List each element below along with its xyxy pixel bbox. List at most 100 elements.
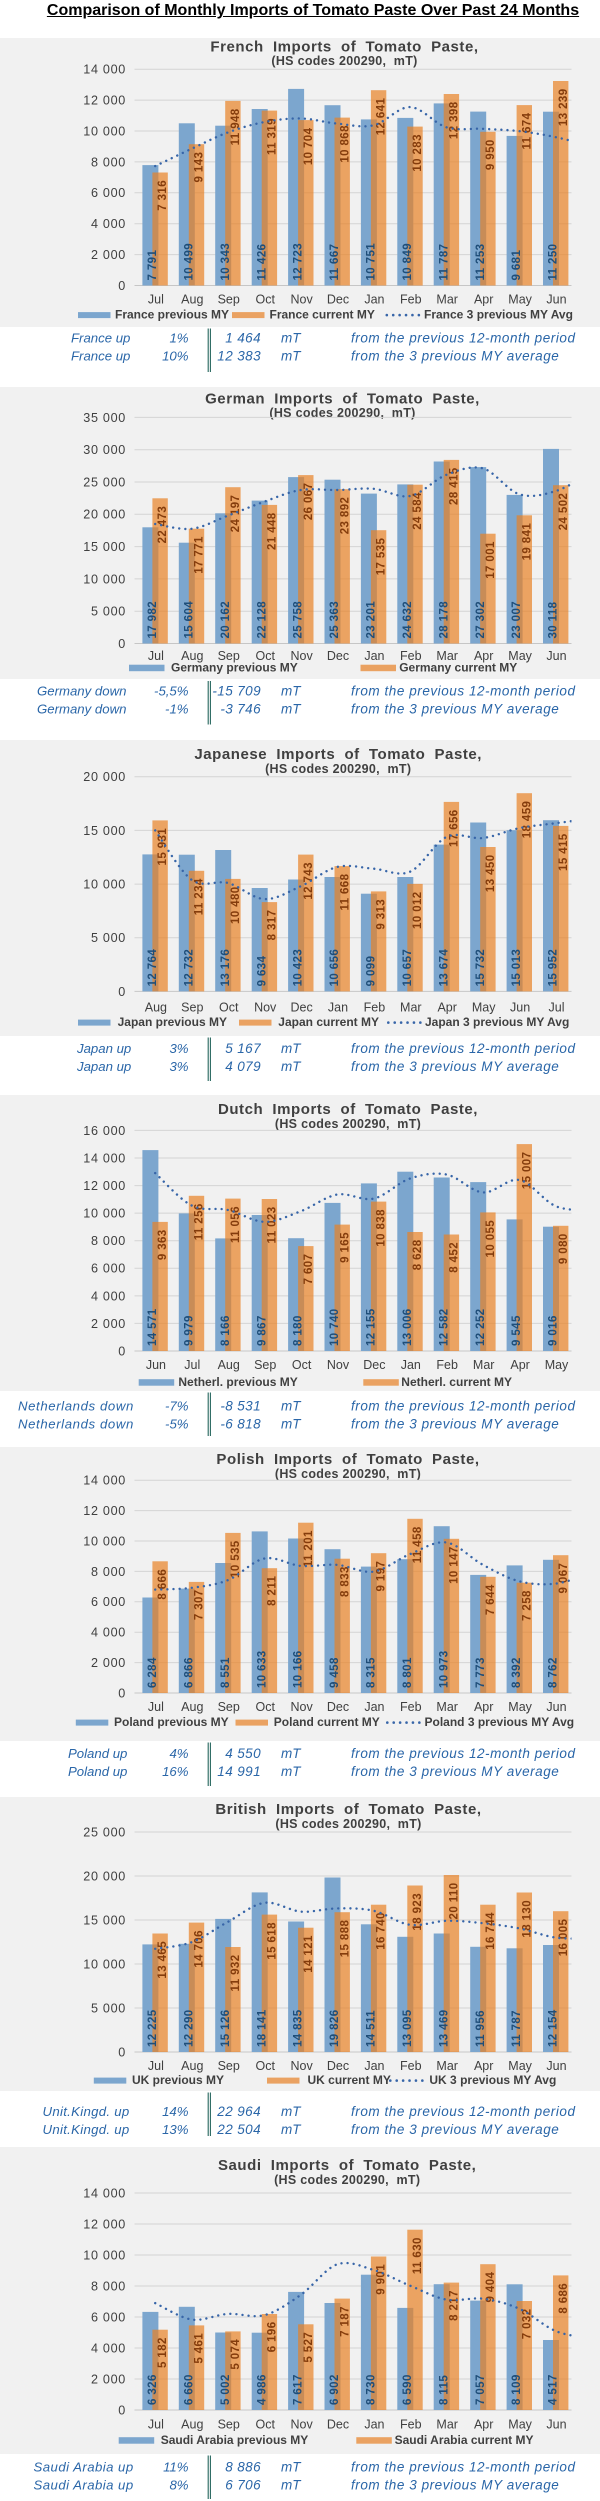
svg-text:2 000: 2 000 (91, 1656, 126, 1670)
svg-text:Poland 3 previous MY Avg: Poland 3 previous MY Avg (425, 1715, 575, 1729)
svg-text:9 067: 9 067 (558, 1563, 570, 1594)
svg-text:12 252: 12 252 (475, 1308, 487, 1346)
svg-text:14 000: 14 000 (83, 1474, 126, 1488)
svg-text:8 730: 8 730 (366, 2374, 378, 2405)
svg-text:12 764: 12 764 (147, 949, 159, 987)
svg-text:11 234: 11 234 (194, 878, 206, 915)
svg-text:Jul: Jul (184, 1358, 200, 1372)
svg-text:25 363: 25 363 (329, 601, 341, 639)
svg-text:16 740: 16 740 (376, 1912, 388, 1950)
svg-text:10 000: 10 000 (83, 2248, 126, 2262)
svg-text:7 791: 7 791 (147, 250, 159, 281)
svg-text:6 000: 6 000 (91, 1262, 126, 1276)
svg-text:17 656: 17 656 (449, 809, 461, 847)
svg-text:12 743: 12 743 (303, 862, 315, 900)
svg-text:9 950: 9 950 (485, 139, 497, 170)
svg-text:10 000: 10 000 (83, 124, 126, 138)
svg-text:7 258: 7 258 (521, 1590, 533, 1621)
svg-text:6 866: 6 866 (183, 1657, 195, 1688)
svg-text:0: 0 (118, 279, 126, 293)
svg-text:Mar: Mar (436, 293, 458, 307)
svg-text:12 398: 12 398 (449, 101, 461, 139)
svg-text:from the previous 12-month per: from the previous 12-month period (351, 331, 576, 346)
svg-text:9 979: 9 979 (183, 1315, 195, 1346)
svg-text:UK current MY: UK current MY (308, 2073, 391, 2087)
svg-text:Germany previous MY: Germany previous MY (171, 661, 298, 675)
svg-text:16%: 16% (162, 1764, 189, 1779)
svg-text:19 841: 19 841 (521, 523, 533, 561)
svg-text:Unit.Kingd. up: Unit.Kingd. up (43, 2122, 130, 2137)
svg-text:10 480: 10 480 (230, 886, 242, 924)
svg-text:May: May (508, 293, 532, 307)
svg-text:12 732: 12 732 (183, 949, 195, 987)
svg-text:11%: 11% (163, 2460, 189, 2475)
svg-text:28 415: 28 415 (449, 467, 461, 505)
svg-text:Jul: Jul (148, 293, 164, 307)
svg-text:9 165: 9 165 (339, 1232, 351, 1263)
svg-text:11 023: 11 023 (267, 1207, 279, 1244)
svg-text:France up: France up (71, 331, 130, 346)
svg-text:3%: 3% (169, 1041, 188, 1056)
svg-text:Mar: Mar (436, 649, 458, 663)
svg-text:8 628: 8 628 (412, 1239, 424, 1270)
svg-text:Dec: Dec (327, 1700, 349, 1714)
svg-text:Nov: Nov (290, 2418, 313, 2432)
svg-text:Japan 3 previous MY Avg: Japan 3 previous MY Avg (425, 1015, 569, 1029)
svg-text:18 141: 18 141 (256, 2009, 268, 2047)
svg-text:Jun: Jun (546, 2418, 566, 2432)
svg-text:12 225: 12 225 (147, 2009, 159, 2047)
svg-text:mT: mT (281, 1059, 302, 1074)
svg-text:from the 3 previous MY average: from the 3 previous MY average (351, 2478, 559, 2493)
svg-text:9 901: 9 901 (376, 2264, 388, 2295)
svg-text:10 000: 10 000 (83, 1957, 126, 1971)
svg-text:28 178: 28 178 (438, 601, 450, 639)
svg-text:mT: mT (281, 331, 302, 346)
svg-text:11 956: 11 956 (475, 2010, 487, 2047)
svg-text:Jul: Jul (148, 2418, 164, 2432)
svg-text:Netherlands down: Netherlands down (18, 1399, 134, 1414)
svg-text:10 849: 10 849 (402, 243, 414, 281)
svg-text:France previous MY: France previous MY (115, 308, 229, 322)
svg-text:20 000: 20 000 (83, 1869, 126, 1883)
svg-text:Japanese Imports of Tomato Pas: Japanese Imports of Tomato Paste, (194, 746, 482, 763)
svg-text:Jan: Jan (364, 649, 384, 663)
svg-text:Mar: Mar (436, 2059, 458, 2073)
svg-text:5 000: 5 000 (91, 931, 126, 945)
svg-text:Germany down: Germany down (37, 684, 126, 699)
svg-text:Jun: Jun (546, 2059, 566, 2073)
svg-text:Poland current MY: Poland current MY (274, 1715, 380, 1729)
svg-text:10 740: 10 740 (329, 1308, 341, 1346)
svg-text:15 732: 15 732 (475, 949, 487, 987)
svg-text:Mar: Mar (400, 1001, 422, 1015)
svg-text:5 461: 5 461 (194, 2333, 206, 2364)
svg-text:13 176: 13 176 (220, 949, 232, 987)
svg-text:Jan: Jan (364, 293, 384, 307)
svg-text:15 000: 15 000 (83, 1913, 126, 1927)
svg-text:Japan up: Japan up (76, 1059, 131, 1074)
svg-text:9 363: 9 363 (157, 1229, 169, 1260)
svg-text:12 000: 12 000 (83, 94, 126, 108)
svg-text:Saudi Imports of Tomato Paste,: Saudi Imports of Tomato Paste, (218, 2157, 476, 2174)
svg-text:Oct: Oct (292, 1358, 312, 1372)
svg-text:2 000: 2 000 (91, 2372, 126, 2386)
svg-text:4 079: 4 079 (225, 1059, 261, 1074)
svg-text:7 032: 7 032 (521, 2309, 533, 2340)
svg-text:10 055: 10 055 (485, 1220, 497, 1258)
svg-text:Apr: Apr (474, 293, 493, 307)
svg-text:12 000: 12 000 (83, 1179, 126, 1193)
svg-text:14%: 14% (162, 2104, 189, 2119)
svg-text:0: 0 (118, 637, 126, 651)
svg-text:Jun: Jun (510, 1001, 530, 1015)
svg-text:7 057: 7 057 (475, 2374, 487, 2405)
svg-text:9 634: 9 634 (256, 955, 268, 986)
svg-text:10 012: 10 012 (412, 891, 424, 929)
svg-text:15 931: 15 931 (157, 828, 169, 866)
svg-text:24 584: 24 584 (412, 492, 424, 530)
svg-text:from the previous 12-month per: from the previous 12-month period (351, 2460, 576, 2475)
svg-text:13 450: 13 450 (485, 855, 497, 893)
svg-text:19 826: 19 826 (329, 2009, 341, 2047)
svg-text:7 316: 7 316 (157, 180, 169, 211)
svg-text:15 007: 15 007 (521, 1152, 533, 1190)
svg-text:17 535: 17 535 (376, 538, 388, 576)
svg-text:7 607: 7 607 (303, 1254, 315, 1285)
